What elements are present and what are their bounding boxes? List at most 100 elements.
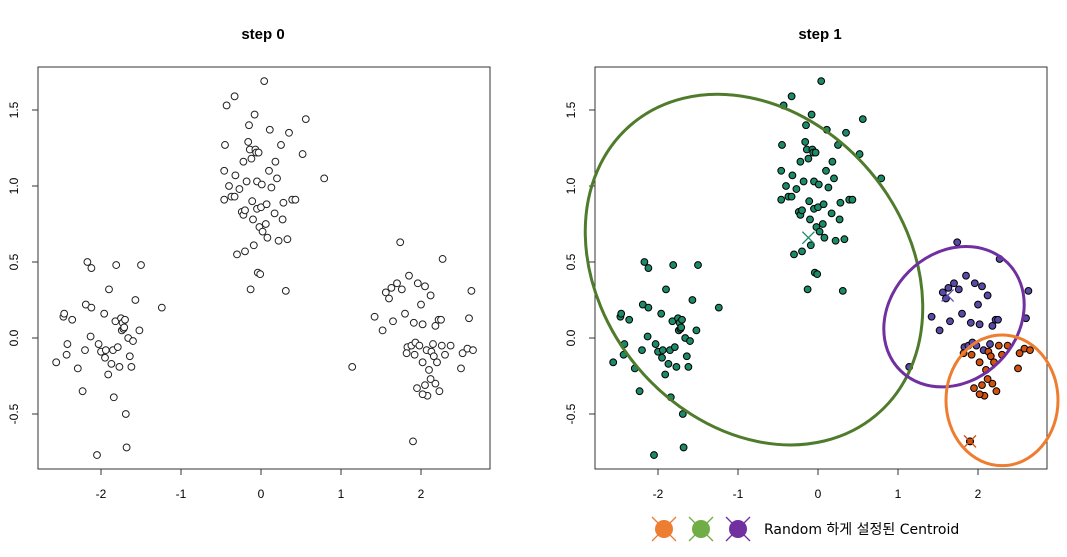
data-point bbox=[827, 209, 836, 218]
data-point bbox=[230, 92, 239, 101]
data-point bbox=[806, 215, 814, 224]
data-point bbox=[52, 358, 61, 367]
ellipse-orange-cluster bbox=[944, 333, 1060, 468]
data-point bbox=[258, 227, 267, 236]
data-point bbox=[263, 233, 272, 242]
data-point bbox=[831, 236, 840, 245]
data-point bbox=[635, 387, 644, 396]
data-point bbox=[815, 227, 824, 236]
data-point bbox=[1024, 286, 1033, 295]
data-point bbox=[988, 379, 997, 388]
centroid-green-marker bbox=[801, 231, 815, 245]
data-point bbox=[858, 115, 867, 124]
data-point bbox=[840, 235, 849, 244]
data-point bbox=[799, 177, 808, 186]
data-point bbox=[994, 315, 1002, 324]
data-point bbox=[777, 195, 786, 204]
data-point bbox=[279, 198, 288, 207]
y-axis-step-1: -0.5 0.0 0.5 1.0 1.5 bbox=[564, 101, 595, 424]
data-point bbox=[418, 320, 427, 329]
data-point bbox=[291, 195, 300, 204]
data-point bbox=[257, 180, 266, 189]
x-tick-label: 2 bbox=[975, 487, 982, 501]
data-point bbox=[245, 121, 253, 130]
data-point bbox=[818, 220, 827, 228]
data-point bbox=[413, 384, 421, 393]
data-point bbox=[806, 241, 815, 250]
data-point bbox=[273, 174, 281, 183]
data-point bbox=[409, 318, 418, 327]
y-tick-label: -0.5 bbox=[564, 403, 578, 424]
data-point bbox=[658, 346, 667, 355]
data-point bbox=[125, 352, 134, 361]
data-point bbox=[100, 309, 109, 318]
data-point bbox=[855, 150, 864, 158]
data-point bbox=[113, 343, 122, 352]
data-point bbox=[137, 261, 145, 269]
data-point bbox=[970, 279, 979, 288]
data-point bbox=[249, 215, 257, 224]
data-point bbox=[692, 326, 701, 335]
data-point bbox=[230, 192, 239, 201]
data-point bbox=[798, 247, 806, 256]
data-point bbox=[281, 286, 290, 295]
data-point bbox=[978, 381, 986, 390]
data-point bbox=[658, 353, 666, 362]
data-point bbox=[241, 247, 249, 256]
data-point bbox=[978, 282, 986, 291]
data-point bbox=[804, 154, 813, 163]
data-point bbox=[688, 296, 697, 304]
data-point bbox=[426, 291, 435, 300]
x-tick-label: 0 bbox=[815, 487, 822, 501]
data-point bbox=[983, 375, 992, 383]
chart-title-step-0: step 0 bbox=[241, 26, 284, 43]
data-point bbox=[220, 166, 229, 175]
data-point bbox=[678, 315, 686, 324]
data-point bbox=[805, 197, 814, 206]
x-tick-label: 1 bbox=[895, 487, 902, 501]
data-point bbox=[421, 381, 429, 390]
data-point bbox=[63, 340, 72, 348]
data-point bbox=[958, 309, 966, 318]
data-point bbox=[966, 318, 975, 327]
data-point bbox=[260, 77, 269, 86]
data-point bbox=[670, 343, 679, 352]
data-point bbox=[115, 362, 124, 371]
centroids-step-1 bbox=[801, 231, 977, 448]
data-point bbox=[94, 340, 103, 348]
data-point bbox=[679, 443, 688, 452]
data-point bbox=[121, 410, 130, 418]
x-tick-label: 2 bbox=[418, 487, 425, 501]
data-point bbox=[974, 300, 982, 309]
data-point bbox=[828, 157, 837, 166]
data-point bbox=[246, 285, 255, 294]
x-tick-label: -2 bbox=[653, 487, 664, 501]
data-point bbox=[301, 115, 310, 124]
y-tick-label: 0.5 bbox=[564, 253, 578, 270]
centroid-legend: Random 하게 설정된 Centroid bbox=[651, 516, 959, 542]
x-tick-label: 0 bbox=[258, 487, 265, 501]
data-point bbox=[78, 387, 87, 396]
data-point bbox=[458, 349, 467, 358]
data-point bbox=[644, 264, 653, 272]
data-point bbox=[824, 183, 833, 192]
points-step-1 bbox=[609, 77, 1034, 459]
data-point bbox=[225, 182, 233, 190]
panel-step-0: step 0 -2 -1 0 1 2 -0.5 0.0 0.5 1.0 1.5 bbox=[7, 26, 491, 501]
data-point bbox=[609, 358, 618, 367]
data-point bbox=[672, 362, 681, 371]
data-point bbox=[994, 341, 1003, 350]
plot-frame-step-1 bbox=[594, 66, 1048, 470]
data-point bbox=[777, 166, 786, 175]
y-tick-label: 0.0 bbox=[7, 329, 21, 346]
data-point bbox=[992, 387, 1001, 396]
data-point bbox=[792, 185, 801, 193]
data-point bbox=[975, 320, 984, 329]
panel-step-1: step 1 -2 -1 0 1 2 -0.5 0.0 0.5 1.0 1.5 bbox=[564, 26, 1060, 501]
ellipse-purple-cluster bbox=[882, 245, 1026, 389]
data-point bbox=[643, 332, 652, 341]
data-point bbox=[418, 390, 427, 399]
data-point bbox=[401, 309, 409, 318]
data-point bbox=[988, 321, 997, 330]
data-point bbox=[457, 364, 465, 373]
